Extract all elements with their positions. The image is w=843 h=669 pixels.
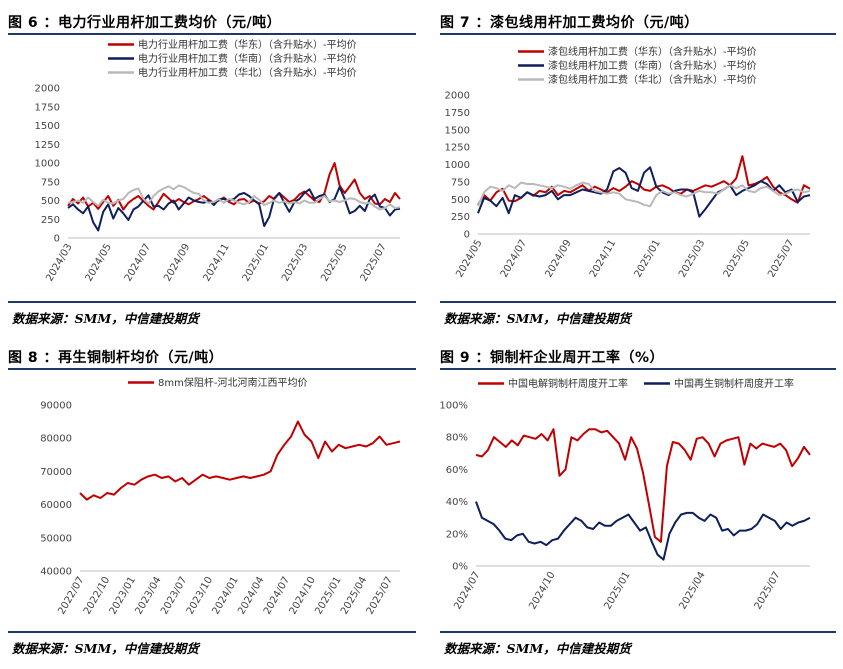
legend-label-3: 漆包线用杆加工费（华北）（含升贴水）-平均价 <box>548 73 757 86</box>
y-tick-label: 1500 <box>445 125 470 136</box>
legend-label-3: 电力行业用杆加工费（华北）（含升贴水）-平均价 <box>138 66 357 79</box>
figure-9-title-rule <box>440 368 836 370</box>
series-line-3 <box>67 184 401 211</box>
y-tick-label: 1750 <box>445 108 470 119</box>
x-tick-label: 2025/07 <box>766 238 796 279</box>
figure-6-source: 数据来源：SMM，中信建投期货 <box>12 311 199 326</box>
y-tick-label: 500 <box>451 195 470 206</box>
x-tick-label: 2024/07 <box>123 242 153 283</box>
legend-label-2: 电力行业用杆加工费（华南）（含升贴水）-平均价 <box>138 52 357 65</box>
figure-6-bottom-rule <box>8 301 416 303</box>
x-tick-label: 2025/03 <box>677 238 707 279</box>
x-tick-label: 2024/07 <box>499 238 529 279</box>
y-tick-label: 70000 <box>40 467 72 478</box>
x-tick-label: 2025/04 <box>677 570 707 611</box>
y-tick-label: 2000 <box>35 84 60 95</box>
figure-7-chart: 0 250 500 750 1000 1250 1500 1750 2000 2024/05 202… <box>445 45 811 279</box>
x-tick-label: 2024/05 <box>84 242 114 283</box>
y-tick-label: 0% <box>452 562 468 573</box>
y-tick-label: 80000 <box>40 434 72 445</box>
y-tick-label: 500 <box>41 196 60 207</box>
figure-9-title: 图 9 ：铜制杆企业周开工率（%） <box>440 350 665 366</box>
x-tick-label: 2024/07 <box>452 570 482 611</box>
x-tick-label: 2024/09 <box>543 238 573 279</box>
legend-label-2: 漆包线用杆加工费（华南）（含升贴水）-平均价 <box>548 59 757 72</box>
x-tick-label: 2024/03 <box>44 242 74 283</box>
y-tick-label: 750 <box>451 177 470 188</box>
figure-8-title: 图 8 ：再生铜制杆均价（元/吨） <box>8 350 224 366</box>
figure-8-title-rule <box>8 368 416 370</box>
figure-6-chart: 0 250 500 750 1000 1250 1500 1750 2000 2024/03 202… <box>35 38 401 283</box>
legend-label-2: 中国再生铜制杆周度开工率 <box>674 377 794 390</box>
series-line-2 <box>477 166 811 218</box>
figure-6-title-rule <box>8 33 416 35</box>
y-tick-label: 60% <box>446 465 468 476</box>
x-tick-label: 2025/05 <box>722 238 752 279</box>
y-tick-label: 1000 <box>35 159 60 170</box>
x-tick-label: 2025/01 <box>633 238 663 279</box>
legend-label-1: 漆包线用杆加工费（华东）（含升贴水）-平均价 <box>548 45 757 58</box>
x-tick-label: 2025/07 <box>753 570 783 611</box>
series-line-2 <box>475 501 811 561</box>
figure-9-source: 数据来源：SMM，中信建投期货 <box>444 641 631 656</box>
y-tick-label: 250 <box>451 212 470 223</box>
y-tick-label: 750 <box>41 177 60 188</box>
y-tick-label: 1500 <box>35 121 60 132</box>
series-line-2 <box>67 186 401 232</box>
x-tick-label: 2024/11 <box>588 238 618 279</box>
legend-label-1: 中国电解铜制杆周度开工率 <box>508 377 628 390</box>
legend-label-1: 8mm保阻杆-河北河南江西平均价 <box>158 376 307 389</box>
y-tick-label: 50000 <box>40 533 72 544</box>
x-tick-label: 2025/01 <box>241 242 271 283</box>
figure-6-title: 图 6 ：电力行业用杆加工费均价（元/吨） <box>8 15 282 31</box>
x-tick-label: 2024/09 <box>162 242 192 283</box>
series-line-1 <box>67 162 401 211</box>
y-tick-label: 90000 <box>40 401 72 412</box>
series-line-1 <box>79 420 401 501</box>
x-tick-label: 2024/05 <box>454 238 484 279</box>
y-tick-label: 1750 <box>35 102 60 113</box>
y-tick-label: 1250 <box>35 140 60 151</box>
y-tick-label: 100% <box>439 401 468 412</box>
figure-7-bottom-rule <box>440 301 836 303</box>
legend-label-1: 电力行业用杆加工费（华东）（含升贴水）-平均价 <box>138 38 357 51</box>
series-line-3 <box>477 181 811 208</box>
y-tick-label: 40% <box>446 497 468 508</box>
x-tick-label: 2025/01 <box>602 570 632 611</box>
figure-7-title-rule <box>440 33 836 35</box>
x-tick-label: 2024/11 <box>201 242 231 283</box>
y-tick-label: 1000 <box>445 160 470 171</box>
series-line-1 <box>475 428 811 543</box>
x-tick-label: 2025/05 <box>319 242 349 283</box>
figure-9-chart: 0% 20% 40% 60% 80% 100% 2024/07 2024/10 2025/01 2… <box>439 377 811 611</box>
y-tick-label: 20% <box>446 529 468 540</box>
x-tick-label: 2025/07 <box>365 575 395 616</box>
x-tick-label: 2025/03 <box>280 242 310 283</box>
figure-8-chart: 4000050000600007000080000900002022/07202… <box>40 376 401 616</box>
y-tick-label: 250 <box>41 215 60 226</box>
x-tick-label: 2025/07 <box>359 242 389 283</box>
y-tick-label: 0 <box>54 234 60 245</box>
y-tick-label: 2000 <box>445 91 470 102</box>
figure-9-bottom-rule <box>440 631 836 633</box>
figure-8-bottom-rule <box>8 631 416 633</box>
figure-7-source: 数据来源：SMM，中信建投期货 <box>444 311 631 326</box>
y-tick-label: 60000 <box>40 500 72 511</box>
x-tick-label: 2024/10 <box>527 570 557 611</box>
y-tick-label: 40000 <box>40 567 72 578</box>
y-tick-label: 0 <box>464 230 470 241</box>
figure-8-source: 数据来源：SMM，中信建投期货 <box>12 641 199 656</box>
y-tick-label: 80% <box>446 433 468 444</box>
figure-7-title: 图 7 ：漆包线用杆加工费均价（元/吨） <box>440 15 699 31</box>
y-tick-label: 1250 <box>445 143 470 154</box>
